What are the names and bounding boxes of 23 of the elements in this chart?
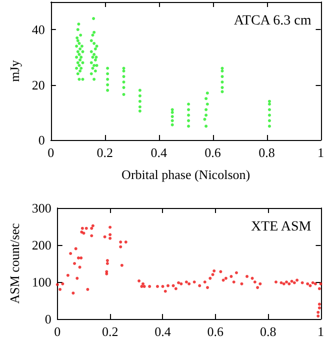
x-axis-title: Orbital phase (Nicolson) [122, 167, 250, 182]
x-tick-label: 0.4 [150, 145, 168, 160]
x-tick-label: 0 [54, 324, 61, 338]
y-tick-label: 0 [44, 312, 52, 326]
y-tick-label: 40 [32, 22, 45, 38]
y-tick-label: 0 [38, 132, 45, 148]
x-tick-label: 0.2 [102, 324, 118, 338]
x-tick-label: 0.8 [258, 145, 275, 160]
x-tick-label: 0.2 [96, 145, 113, 160]
annotation: XTE ASM [250, 220, 312, 234]
y-axis-title: ASM count/sec [7, 223, 22, 304]
y-axis-title: mJy [7, 60, 22, 82]
x-tick-label: 1 [318, 145, 324, 160]
y-tick-label: 100 [32, 274, 52, 290]
y-tick-label: 20 [32, 77, 45, 92]
annotation: ATCA 6.3 cm [234, 14, 312, 28]
x-tick-label: 0.4 [154, 324, 172, 338]
y-tick-label: 200 [32, 238, 52, 252]
x-tick-label: 1 [318, 324, 324, 338]
x-tick-label: 0.8 [260, 324, 276, 338]
x-tick-label: 0.6 [204, 145, 222, 160]
x-tick-label: 0.6 [207, 324, 224, 338]
y-tick-label: 300 [32, 200, 52, 216]
